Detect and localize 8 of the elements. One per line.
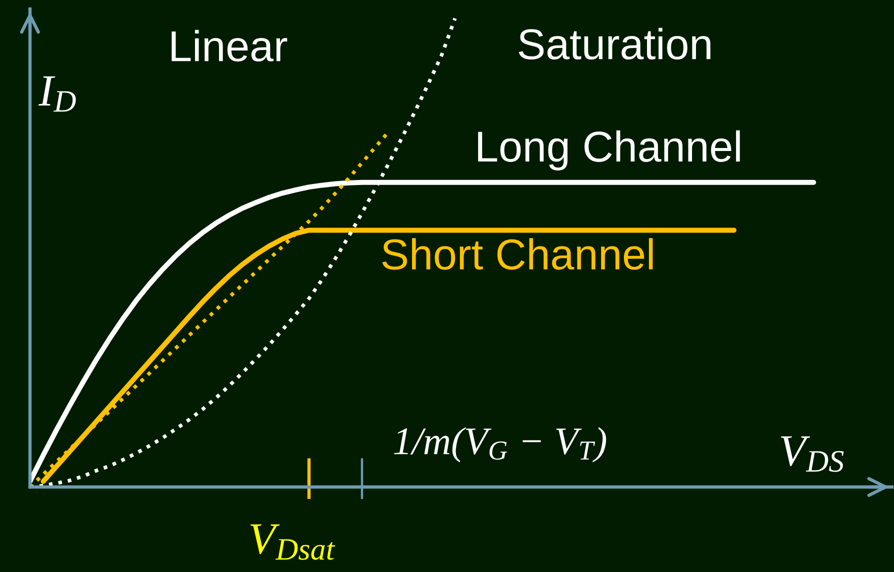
y-axis-title: I$_{D}$ — [38, 76, 76, 112]
annotation: Linear — [172, 30, 288, 62]
series-label: Short Channel — [382, 238, 653, 270]
x-axis-title: V$_{DS}$ — [780, 436, 844, 472]
annotation: Saturation — [518, 28, 710, 60]
series-label: Long Channel — [478, 130, 740, 170]
text: V$_{Dsat}$ — [250, 524, 336, 560]
annotation: 1/m(V$_{G}$ − V$_{T}$) — [394, 427, 606, 462]
